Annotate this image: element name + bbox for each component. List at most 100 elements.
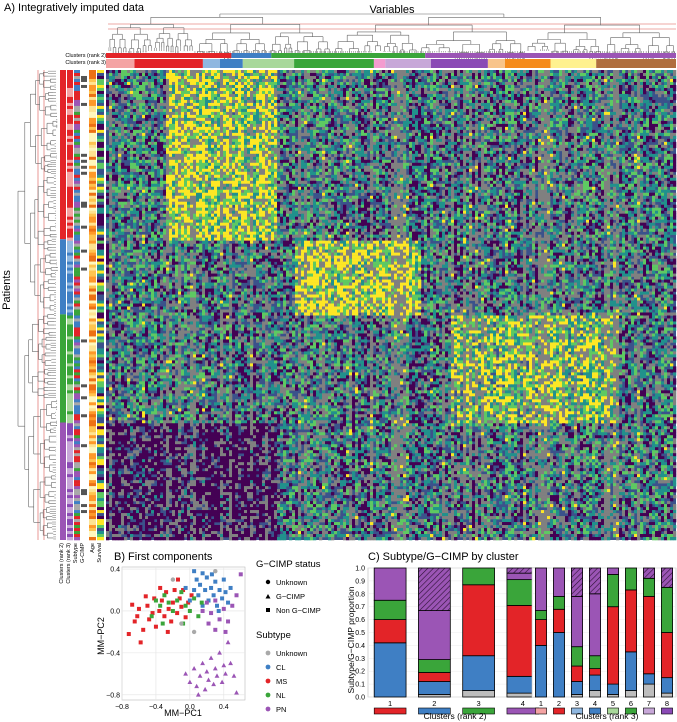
heatmap-cell xyxy=(259,73,262,76)
heatmap-cell xyxy=(343,85,346,88)
row-cluster-rank3-cell xyxy=(67,327,73,330)
heatmap-cell xyxy=(289,70,292,73)
heatmap-cell xyxy=(628,85,631,88)
row-age-cell xyxy=(89,217,96,220)
heatmap-cell xyxy=(199,76,202,79)
col-cluster-rank3-band xyxy=(431,59,488,68)
row-age-cell xyxy=(89,91,96,94)
row-gcimp-cell xyxy=(81,172,87,175)
heatmap-cell xyxy=(256,79,259,82)
row-subtype-cell xyxy=(74,235,80,238)
heatmap-cell xyxy=(409,79,412,82)
heatmap-cell xyxy=(574,79,577,82)
heatmap-cell xyxy=(280,79,283,82)
row-age-cell xyxy=(89,390,96,393)
heatmap-cell xyxy=(121,76,124,79)
heatmap-cell xyxy=(304,88,307,91)
row-survival-cell xyxy=(97,256,104,259)
row-age-cell xyxy=(89,495,96,498)
row-gcimp-cell xyxy=(81,468,87,471)
heatmap-cell xyxy=(526,70,529,73)
row-survival-cell xyxy=(97,235,104,238)
row-gcimp-cell xyxy=(81,369,87,372)
heatmap-cell xyxy=(367,73,370,76)
heatmap-cell xyxy=(169,73,172,76)
row-age-cell xyxy=(89,259,96,262)
row-age-cell xyxy=(89,277,96,280)
heatmap-cell xyxy=(346,85,349,88)
heatmap-cell xyxy=(592,76,595,79)
row-age-cell xyxy=(89,345,96,348)
heatmap-cell xyxy=(148,85,151,88)
row-cluster-rank3-cell xyxy=(67,360,73,363)
heatmap-cell xyxy=(430,82,433,85)
heatmap-cell xyxy=(166,76,169,79)
row-cluster-rank3-cell xyxy=(67,414,73,417)
row-cluster-rank3-cell xyxy=(67,486,73,489)
heatmap-cell xyxy=(151,88,154,91)
heatmap-cell xyxy=(331,88,334,91)
row-cluster-rank3-cell xyxy=(67,345,73,348)
row-gcimp-cell xyxy=(81,250,87,253)
heatmap-cell xyxy=(442,73,445,76)
row-survival-cell xyxy=(97,375,104,378)
row-gcimp-cell xyxy=(81,312,87,315)
heatmap-cell xyxy=(244,88,247,91)
row-age-cell xyxy=(89,522,96,525)
row-survival-cell xyxy=(97,483,104,486)
heatmap-cell xyxy=(193,73,196,76)
row-cluster-rank3-cell xyxy=(67,369,73,372)
row-subtype-cell xyxy=(74,456,80,459)
heatmap-cell xyxy=(181,88,184,91)
heatmap-cell xyxy=(166,70,169,73)
row-cluster-rank3-cell xyxy=(67,235,73,238)
row-gcimp-cell xyxy=(81,256,87,259)
col-cluster-rank3-band xyxy=(505,59,551,68)
heatmap-cell xyxy=(367,76,370,79)
row-survival-cell xyxy=(97,181,104,184)
heatmap-cell xyxy=(301,85,304,88)
row-subtype-cell xyxy=(74,423,80,426)
row-cluster-rank3-cell xyxy=(67,175,73,178)
heatmap-cell xyxy=(163,85,166,88)
row-gcimp-cell xyxy=(81,465,87,468)
row-subtype-cell xyxy=(74,106,80,109)
heatmap-cell xyxy=(310,88,313,91)
heatmap-cell xyxy=(367,82,370,85)
row-cluster-rank3-cell xyxy=(67,315,73,318)
row-cluster-rank3-cell xyxy=(67,301,73,304)
heatmap-cell xyxy=(625,79,628,82)
row-age-cell xyxy=(89,420,96,423)
col-cluster-rank3-band xyxy=(203,59,220,68)
row-age-cell xyxy=(89,486,96,489)
row-subtype-cell xyxy=(74,232,80,235)
heatmap-cell xyxy=(130,88,133,91)
heatmap-cell xyxy=(463,70,466,73)
heatmap-cell xyxy=(469,70,472,73)
row-subtype-cell xyxy=(74,229,80,232)
heatmap-cell xyxy=(238,82,241,85)
row-cluster-rank3-cell xyxy=(67,432,73,435)
heatmap-cell xyxy=(166,82,169,85)
row-gcimp-cell xyxy=(81,366,87,369)
row-subtype-cell xyxy=(74,169,80,172)
row-gcimp-cell xyxy=(81,100,87,103)
heatmap-cell xyxy=(391,82,394,85)
row-subtype-cell xyxy=(74,121,80,124)
heatmap-cell xyxy=(322,82,325,85)
heatmap-cell xyxy=(460,85,463,88)
row-subtype-cell xyxy=(74,408,80,411)
row-survival-cell xyxy=(97,447,104,450)
row-gcimp-cell xyxy=(81,121,87,124)
heatmap-cell xyxy=(124,73,127,76)
row-age-cell xyxy=(89,247,96,250)
heatmap-cell xyxy=(319,85,322,88)
heatmap-cell xyxy=(334,85,337,88)
heatmap-cell xyxy=(586,79,589,82)
heatmap-cell xyxy=(160,76,163,79)
heatmap-cell xyxy=(298,85,301,88)
heatmap-cell xyxy=(511,73,514,76)
heatmap-cell xyxy=(175,73,178,76)
heatmap-cell xyxy=(388,73,391,76)
row-cluster-rank3-cell xyxy=(67,354,73,357)
